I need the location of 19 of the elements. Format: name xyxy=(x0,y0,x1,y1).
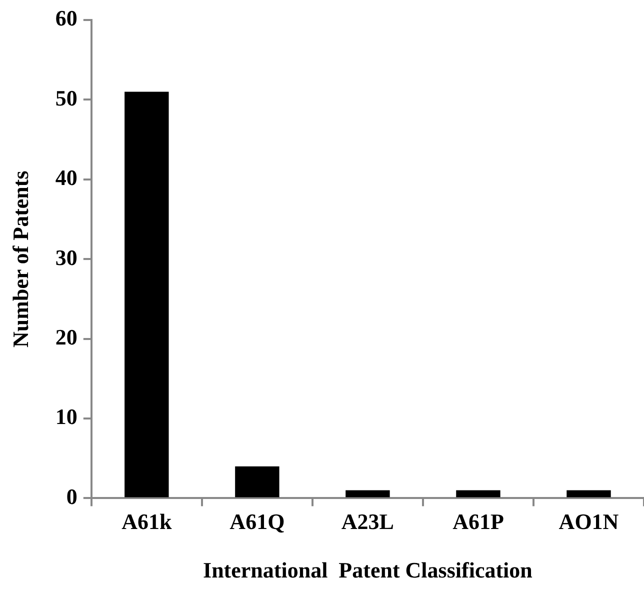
x-axis-title: International Patent Classification xyxy=(203,557,532,582)
x-tick-label: A61P xyxy=(452,509,504,534)
y-tick-label: 30 xyxy=(55,244,78,270)
x-tick-label: A61k xyxy=(122,509,172,534)
bar xyxy=(346,490,390,498)
y-tick-label: 50 xyxy=(55,85,78,110)
bar xyxy=(456,490,500,498)
bar xyxy=(235,466,280,498)
y-tick-label: 20 xyxy=(55,324,78,350)
bar xyxy=(124,92,169,498)
y-tick-label: 10 xyxy=(55,404,78,430)
x-tick-label: AO1N xyxy=(558,509,619,534)
x-tick-label: A23L xyxy=(341,509,394,534)
x-tick-label: A61Q xyxy=(230,509,285,534)
y-tick-label: 60 xyxy=(55,6,78,31)
y-axis-title: Number of Patents xyxy=(8,170,33,348)
y-tick-label: 0 xyxy=(66,484,78,509)
bar xyxy=(566,490,611,498)
y-tick-label: 40 xyxy=(55,165,78,190)
